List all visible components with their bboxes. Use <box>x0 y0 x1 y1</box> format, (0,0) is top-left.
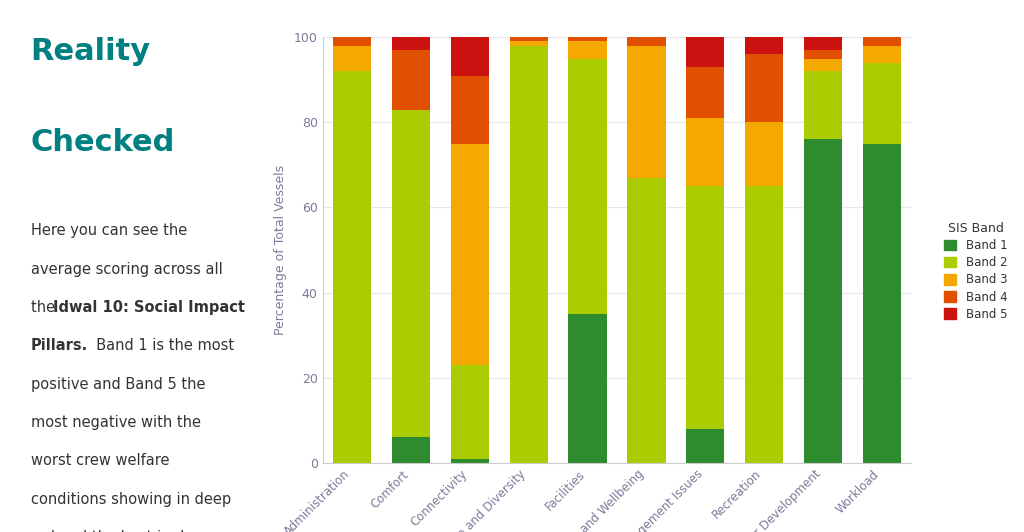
Bar <box>686 67 724 118</box>
Bar <box>510 37 548 41</box>
Bar <box>568 41 606 59</box>
Legend: Band 1, Band 2, Band 3, Band 4, Band 5: Band 1, Band 2, Band 3, Band 4, Band 5 <box>941 219 1011 324</box>
Bar <box>863 63 901 144</box>
Bar <box>745 122 783 186</box>
Bar <box>510 46 548 463</box>
Bar <box>745 54 783 122</box>
Text: Pillars.: Pillars. <box>31 338 88 353</box>
Text: conditions showing in deep: conditions showing in deep <box>31 492 230 506</box>
Text: Reality: Reality <box>31 37 151 66</box>
Text: positive and Band 5 the: positive and Band 5 the <box>31 377 205 392</box>
Bar <box>510 41 548 46</box>
Y-axis label: Percentage of Total Vessels: Percentage of Total Vessels <box>273 165 287 335</box>
Text: the: the <box>31 300 59 315</box>
Bar <box>628 46 666 178</box>
Bar <box>568 314 606 463</box>
Text: Checked: Checked <box>31 128 175 157</box>
Bar <box>745 186 783 463</box>
Text: most negative with the: most negative with the <box>31 415 201 430</box>
Bar <box>863 46 901 63</box>
Bar <box>804 139 842 463</box>
Text: Here you can see the: Here you can see the <box>31 223 187 238</box>
Text: Band 1 is the most: Band 1 is the most <box>87 338 234 353</box>
Bar <box>451 459 488 463</box>
Bar <box>804 50 842 59</box>
Bar <box>451 365 488 459</box>
Text: Idwal 10: Social Impact: Idwal 10: Social Impact <box>53 300 246 315</box>
Bar <box>804 37 842 50</box>
Bar <box>451 37 488 76</box>
Bar <box>745 37 783 54</box>
Bar <box>863 144 901 463</box>
Text: worst crew welfare: worst crew welfare <box>31 453 169 468</box>
Bar <box>568 37 606 41</box>
Bar <box>333 71 371 463</box>
Bar <box>333 46 371 71</box>
Text: red and the best in deep: red and the best in deep <box>31 530 211 532</box>
Bar <box>804 71 842 139</box>
Bar <box>568 59 606 314</box>
Bar <box>451 144 488 365</box>
Bar <box>628 37 666 46</box>
Bar <box>863 37 901 46</box>
Bar <box>686 37 724 67</box>
Bar <box>686 186 724 429</box>
Bar <box>392 50 430 110</box>
Bar <box>392 110 430 437</box>
Bar <box>804 59 842 71</box>
Bar <box>333 37 371 46</box>
Bar <box>628 178 666 463</box>
Bar <box>686 118 724 186</box>
Bar <box>686 429 724 463</box>
Text: average scoring across all: average scoring across all <box>31 262 222 277</box>
Bar <box>451 76 488 144</box>
Bar <box>392 437 430 463</box>
Bar <box>392 37 430 50</box>
